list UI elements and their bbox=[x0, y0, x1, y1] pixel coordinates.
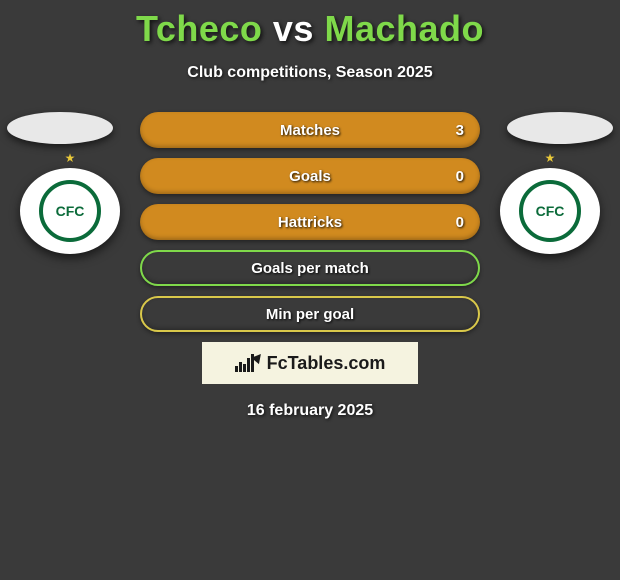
crest-monogram: CFC bbox=[536, 204, 565, 218]
fctables-logo: FcTables.com bbox=[202, 342, 418, 384]
player2-club-crest: ★ CFC bbox=[500, 168, 600, 254]
subtitle: Club competitions, Season 2025 bbox=[0, 64, 620, 82]
stat-label: Matches bbox=[280, 122, 340, 139]
stat-label: Min per goal bbox=[266, 306, 354, 323]
stat-value: 3 bbox=[456, 122, 464, 139]
stat-pill-stack: Matches 3 Goals 0 Hattricks 0 Goals per match M… bbox=[140, 112, 480, 332]
stat-value: 0 bbox=[456, 168, 464, 185]
star-icon: ★ bbox=[65, 151, 76, 165]
player1-photo-placeholder bbox=[7, 112, 113, 144]
logo-text: FcTables.com bbox=[267, 353, 386, 374]
crest-ring: CFC bbox=[519, 180, 581, 242]
vs-text: vs bbox=[273, 8, 314, 49]
stats-area: ★ CFC ★ CFC Matches3Goals0Hattricks0Goal… bbox=[0, 112, 620, 420]
stat-pill: Matches 3 bbox=[140, 112, 480, 148]
player2-name: Machado bbox=[324, 8, 484, 49]
page-title: Tcheco vs Machado bbox=[0, 0, 620, 50]
stat-pill: Goals 0 bbox=[140, 158, 480, 194]
stat-label: Goals bbox=[289, 168, 331, 185]
date-text: 16 february 2025 bbox=[0, 402, 620, 420]
player2-photo-placeholder bbox=[507, 112, 613, 144]
stat-label: Hattricks bbox=[278, 214, 342, 231]
crest-ring: CFC bbox=[39, 180, 101, 242]
player1-name: Tcheco bbox=[136, 8, 262, 49]
crest-monogram: CFC bbox=[56, 204, 85, 218]
stat-pill: Hattricks 0 bbox=[140, 204, 480, 240]
star-icon: ★ bbox=[545, 151, 556, 165]
stat-value: 0 bbox=[456, 214, 464, 231]
stat-pill: Min per goal bbox=[140, 296, 480, 332]
player1-club-crest: ★ CFC bbox=[20, 168, 120, 254]
stat-label: Goals per match bbox=[251, 260, 369, 277]
stat-pill: Goals per match bbox=[140, 250, 480, 286]
